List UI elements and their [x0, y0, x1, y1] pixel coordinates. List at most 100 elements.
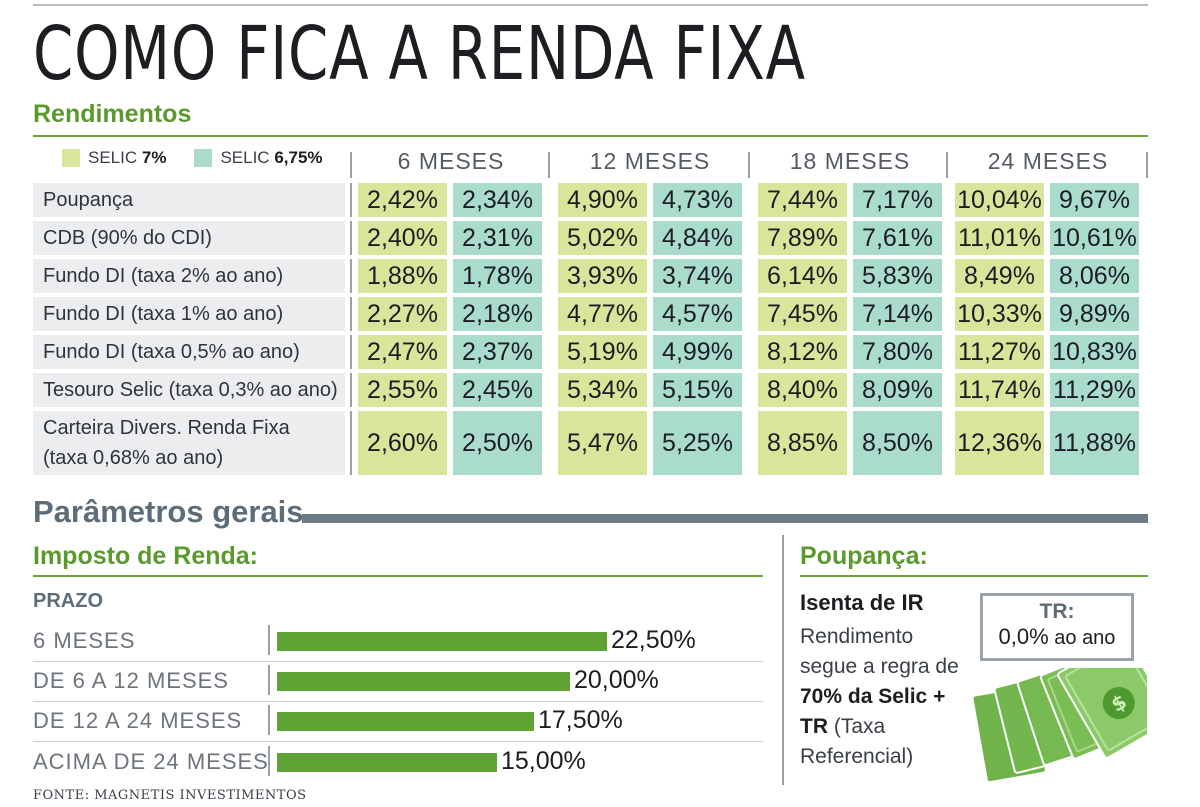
- value-cell: 5,02%: [558, 221, 647, 255]
- legend-label-selic-7: SELIC 7%: [88, 148, 167, 167]
- value-cell: 10,83%: [1050, 335, 1139, 369]
- value-cell: 7,14%: [853, 297, 942, 331]
- value-cell: 3,74%: [653, 259, 742, 293]
- value-cell: 5,34%: [558, 373, 647, 407]
- ir-heading: Imposto de Renda:: [33, 542, 259, 570]
- value-cell: 7,80%: [853, 335, 942, 369]
- tr-value: 0,0% ao ano: [998, 624, 1116, 649]
- value-cell: 4,99%: [653, 335, 742, 369]
- prazo-label: PRAZO: [33, 590, 103, 612]
- row-label-line1: Carteira Divers. Renda Fixa: [43, 417, 290, 439]
- ir-axis-separator: [268, 746, 270, 776]
- value-cell: 5,15%: [653, 373, 742, 407]
- value-cell: 7,17%: [853, 183, 942, 217]
- value-cell: 8,40%: [758, 373, 847, 407]
- period-header: 24 MESES: [987, 148, 1109, 174]
- row-label: CDB (90% do CDI): [33, 221, 345, 255]
- ir-row-rule: [33, 741, 763, 742]
- value-cell: 8,50%: [853, 411, 942, 475]
- value-cell: 4,90%: [558, 183, 647, 217]
- value-cell: 7,61%: [853, 221, 942, 255]
- value-cell: 8,85%: [758, 411, 847, 475]
- period-separator: [350, 152, 352, 178]
- tr-title: TR:: [1039, 600, 1075, 623]
- value-cell: 4,77%: [558, 297, 647, 331]
- ir-rule: [33, 575, 763, 577]
- row-label: Carteira Divers. Renda Fixa (taxa 0,68% a…: [33, 411, 345, 475]
- ir-bar-value: 20,00%: [574, 666, 659, 694]
- legend-swatch-selic-7: [62, 149, 80, 167]
- money-icon: $: [971, 668, 1147, 784]
- row-label: Tesouro Selic (taxa 0,3% ao ano): [33, 373, 345, 407]
- value-cell: 10,61%: [1050, 221, 1139, 255]
- source-note: FONTE: MAGNETIS INVESTIMENTOS: [33, 788, 307, 803]
- value-cell: 9,89%: [1050, 297, 1139, 331]
- value-cell: 9,67%: [1050, 183, 1139, 217]
- value-cell: 5,83%: [853, 259, 942, 293]
- value-cell: 2,31%: [453, 221, 542, 255]
- value-cell: 4,57%: [653, 297, 742, 331]
- ir-bar: [277, 753, 497, 772]
- row-label: Fundo DI (taxa 2% ao ano): [33, 259, 345, 293]
- top-rule: [33, 4, 1148, 6]
- ir-category-label: DE 6 A 12 MESES: [33, 668, 229, 693]
- value-cell: 2,34%: [453, 183, 542, 217]
- row-label: Fundo DI (taxa 1% ao ano): [33, 297, 345, 331]
- period-separator: [1146, 152, 1148, 178]
- poupanca-description: Rendimento segue a regra de 70% da Selic…: [800, 625, 959, 768]
- value-cell: 11,01%: [955, 221, 1044, 255]
- ir-axis-separator: [268, 665, 270, 695]
- page-title: COMO FICA A RENDA FIXA: [33, 11, 806, 97]
- ir-category-label: 6 MESES: [33, 628, 136, 653]
- ir-category-label: ACIMA DE 24 MESES: [33, 749, 269, 774]
- legend-label-selic-675: SELIC 6,75%: [220, 148, 323, 167]
- value-cell: 2,55%: [358, 373, 447, 407]
- ir-bar: [277, 632, 607, 651]
- value-cell: 8,49%: [955, 259, 1044, 293]
- value-cell: 8,12%: [758, 335, 847, 369]
- row-separator: [350, 259, 352, 293]
- value-cell: 1,88%: [358, 259, 447, 293]
- ir-axis-separator: [268, 625, 270, 655]
- ir-category-label: DE 12 A 24 MESES: [33, 708, 243, 733]
- value-cell: 2,50%: [453, 411, 542, 475]
- section-divider: [782, 535, 784, 785]
- row-separator: [350, 373, 352, 407]
- parametros-heading: Parâmetros gerais: [33, 494, 304, 529]
- row-separator: [350, 335, 352, 369]
- value-cell: 5,25%: [653, 411, 742, 475]
- row-separator: [350, 183, 352, 217]
- value-cell: 11,27%: [955, 335, 1044, 369]
- value-cell: 2,60%: [358, 411, 447, 475]
- tr-box: TR: 0,0% ao ano: [980, 593, 1134, 661]
- period-header: 18 MESES: [789, 148, 911, 174]
- ir-row-rule: [33, 701, 763, 702]
- ir-bar: [277, 672, 570, 691]
- value-cell: 3,93%: [558, 259, 647, 293]
- row-label-line2: (taxa 0,68% ao ano): [43, 447, 224, 469]
- period-separator: [548, 152, 550, 178]
- value-cell: 10,33%: [955, 297, 1044, 331]
- value-cell: 1,78%: [453, 259, 542, 293]
- value-cell: 4,73%: [653, 183, 742, 217]
- isenta-ir: Isenta de IR: [800, 590, 924, 615]
- value-cell: 8,06%: [1050, 259, 1139, 293]
- value-cell: 5,47%: [558, 411, 647, 475]
- row-separator: [350, 297, 352, 331]
- value-cell: 5,19%: [558, 335, 647, 369]
- period-separator: [748, 152, 750, 178]
- row-label: Fundo DI (taxa 0,5% ao ano): [33, 335, 345, 369]
- poupanca-heading: Poupança:: [800, 542, 928, 570]
- value-cell: 10,04%: [955, 183, 1044, 217]
- rendimentos-heading: Rendimentos: [33, 100, 192, 128]
- value-cell: 6,14%: [758, 259, 847, 293]
- period-separator: [946, 152, 948, 178]
- ir-bar-value: 15,00%: [501, 747, 586, 775]
- value-cell: 2,45%: [453, 373, 542, 407]
- ir-bar-value: 17,50%: [538, 706, 623, 734]
- value-cell: 8,09%: [853, 373, 942, 407]
- value-cell: 2,47%: [358, 335, 447, 369]
- value-cell: 11,74%: [955, 373, 1044, 407]
- value-cell: 2,18%: [453, 297, 542, 331]
- value-cell: 7,44%: [758, 183, 847, 217]
